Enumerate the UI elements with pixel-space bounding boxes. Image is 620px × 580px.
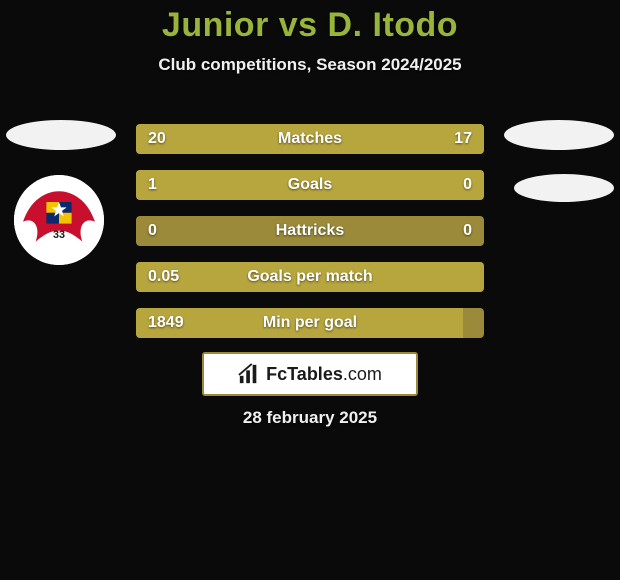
stat-label: Goals per match	[136, 262, 484, 292]
brand-name-light: .com	[343, 364, 382, 384]
player-left-club-badge: 33	[14, 175, 104, 265]
stat-row: 1849Min per goal	[136, 308, 484, 338]
badge-number: 33	[53, 229, 65, 241]
stats-panel: 20Matches171Goals00Hattricks00.05Goals p…	[136, 124, 484, 354]
brand-text: FcTables.com	[266, 364, 382, 385]
stat-value-right: 0	[463, 216, 472, 246]
stat-row: 0.05Goals per match	[136, 262, 484, 292]
stat-value-right: 17	[454, 124, 472, 154]
stat-label: Min per goal	[136, 308, 484, 338]
stat-label: Goals	[136, 170, 484, 200]
vs-word: vs	[279, 6, 318, 44]
bar-chart-icon	[238, 363, 260, 385]
stat-row: 1Goals0	[136, 170, 484, 200]
stat-label: Hattricks	[136, 216, 484, 246]
player-left-avatar	[6, 120, 116, 150]
player-right-club-placeholder	[514, 174, 614, 202]
brand-name-strong: FcTables	[266, 364, 343, 384]
player-right-avatar	[504, 120, 614, 150]
player-right-name: D. Itodo	[328, 6, 459, 44]
comparison-card: Junior vs D. Itodo Club competitions, Se…	[0, 0, 620, 580]
stat-row: 0Hattricks0	[136, 216, 484, 246]
player-left-name: Junior	[162, 6, 269, 44]
snapshot-date: 28 february 2025	[0, 408, 620, 428]
subtitle: Club competitions, Season 2024/2025	[0, 55, 620, 75]
stat-value-right: 0	[463, 170, 472, 200]
page-title: Junior vs D. Itodo	[0, 0, 620, 45]
brand-box[interactable]: FcTables.com	[202, 352, 418, 396]
stat-row: 20Matches17	[136, 124, 484, 154]
club-badge-icon: 33	[14, 175, 104, 265]
stat-label: Matches	[136, 124, 484, 154]
